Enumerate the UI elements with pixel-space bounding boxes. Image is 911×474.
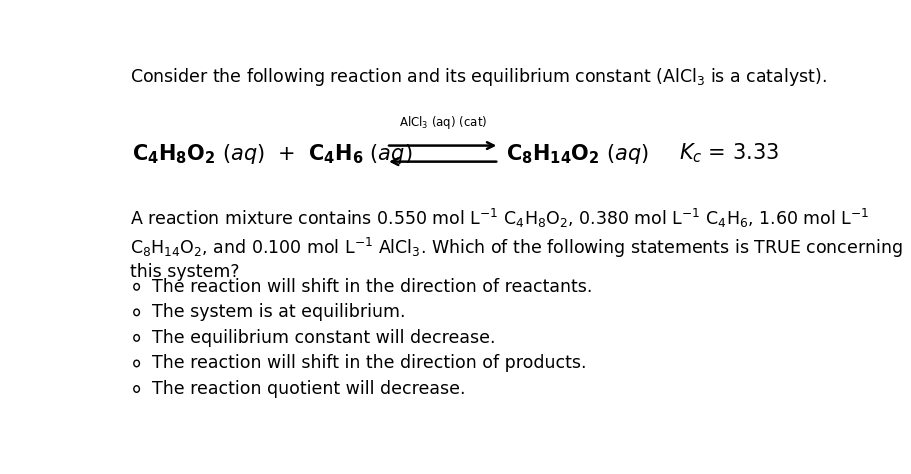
Text: $K_c$ = 3.33: $K_c$ = 3.33 — [679, 142, 779, 165]
Text: $\mathbf{C_4H_8O_2}$ $\mathit{(aq)}$  +  $\mathbf{C_4H_6}$ $\mathit{(aq)}$: $\mathbf{C_4H_8O_2}$ $\mathit{(aq)}$ + $… — [131, 142, 412, 165]
Text: Consider the following reaction and its equilibrium constant (AlCl$_3$ is a cata: Consider the following reaction and its … — [129, 66, 825, 88]
Text: this system?: this system? — [129, 263, 239, 281]
Text: C$_8$H$_{14}$O$_2$, and 0.100 mol L$^{-1}$ AlCl$_3$. Which of the following stat: C$_8$H$_{14}$O$_2$, and 0.100 mol L$^{-1… — [129, 236, 901, 260]
Text: The reaction will shift in the direction of products.: The reaction will shift in the direction… — [152, 355, 586, 373]
Text: A reaction mixture contains 0.550 mol L$^{-1}$ C$_4$H$_8$O$_2$, 0.380 mol L$^{-1: A reaction mixture contains 0.550 mol L$… — [129, 207, 868, 229]
Text: The reaction will shift in the direction of reactants.: The reaction will shift in the direction… — [152, 278, 592, 296]
Text: $\mathbf{C_8H_{14}O_2}$ $\mathit{(aq)}$: $\mathbf{C_8H_{14}O_2}$ $\mathit{(aq)}$ — [506, 142, 649, 165]
Text: AlCl$_3$ (aq) (cat): AlCl$_3$ (aq) (cat) — [398, 114, 486, 131]
Text: The system is at equilibrium.: The system is at equilibrium. — [152, 303, 405, 321]
Text: The reaction quotient will decrease.: The reaction quotient will decrease. — [152, 380, 466, 398]
Text: The equilibrium constant will decrease.: The equilibrium constant will decrease. — [152, 329, 495, 347]
